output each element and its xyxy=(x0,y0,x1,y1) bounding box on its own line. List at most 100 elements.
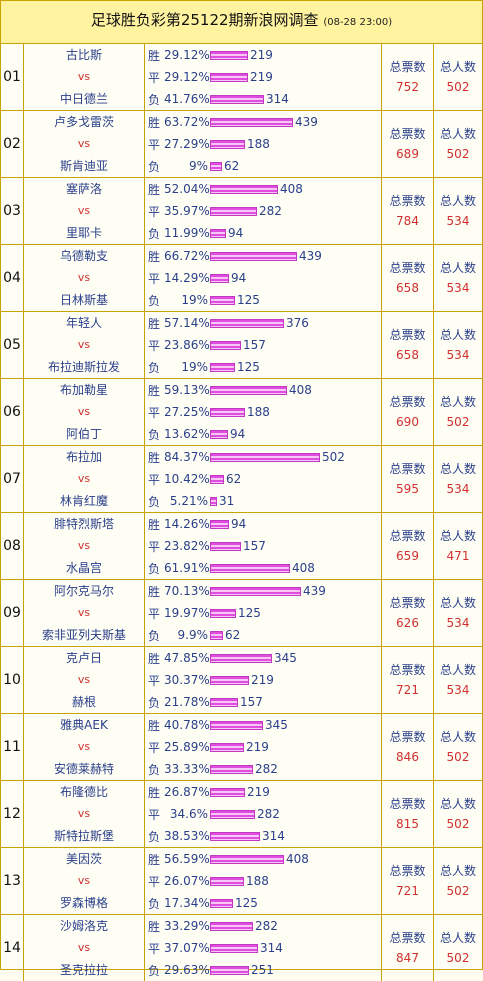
away-team[interactable]: 布拉迪斯拉发 xyxy=(47,360,120,374)
home-team[interactable]: 卢多戈雷茨 xyxy=(53,115,114,129)
win-percent: 14.26% xyxy=(164,517,210,531)
draw-percent: 27.25% xyxy=(164,405,210,419)
match-number: 13 xyxy=(1,848,24,914)
home-team[interactable]: 塞萨洛 xyxy=(65,182,102,196)
lose-percent: 33.33% xyxy=(164,762,210,776)
away-team[interactable]: 赫根 xyxy=(71,695,96,709)
lose-percent: 19% xyxy=(181,293,208,307)
draw-count: 62 xyxy=(226,472,242,486)
total-people-value: 534 xyxy=(446,348,470,362)
away-team[interactable]: 安德莱赫特 xyxy=(53,762,114,776)
match-row: 11 雅典AEK vs 安德莱赫特 胜 40.78% 345 平 25.89% … xyxy=(1,714,482,781)
survey-title: 足球胜负彩第25122期新浪网调查 xyxy=(90,11,319,29)
draw-label: 平 xyxy=(148,941,161,956)
draw-count: 219 xyxy=(246,740,269,754)
total-votes-label: 总票数 xyxy=(389,395,426,409)
away-team[interactable]: 林肯红魔 xyxy=(59,494,108,508)
draw-row: 平 29.12% 219 xyxy=(145,66,381,88)
away-team[interactable]: 里耶卡 xyxy=(65,226,102,240)
total-votes-value: 721 xyxy=(396,683,419,697)
total-people-label: 总人数 xyxy=(439,462,476,476)
total-people: 总人数 502 xyxy=(434,781,482,847)
away-team[interactable]: 日林斯基 xyxy=(59,293,108,307)
away-team[interactable]: 中日德兰 xyxy=(59,92,108,106)
lose-count: 282 xyxy=(255,762,278,776)
away-team[interactable]: 索非亚列夫斯基 xyxy=(41,628,126,642)
draw-label: 平 xyxy=(148,204,161,219)
match-row: 05 年轻人 vs 布拉迪斯拉发 胜 57.14% 376 平 23.86% 1… xyxy=(1,312,482,379)
total-votes: 总票数 658 xyxy=(382,312,434,378)
draw-count: 188 xyxy=(247,405,270,419)
home-team[interactable]: 腓特烈斯塔 xyxy=(53,517,114,531)
home-team[interactable]: 雅典AEK xyxy=(60,718,108,732)
draw-row: 平 10.42% 62 xyxy=(145,468,381,490)
home-team[interactable]: 乌德勒支 xyxy=(59,249,108,263)
draw-bar xyxy=(210,72,248,82)
lose-count: 94 xyxy=(228,226,244,240)
home-team[interactable]: 布拉加 xyxy=(65,450,102,464)
match-row: 07 布拉加 vs 林肯红魔 胜 84.37% 502 平 10.42% 62 … xyxy=(1,446,482,513)
lose-label: 负 xyxy=(148,896,161,911)
total-people-label: 总人数 xyxy=(439,127,476,141)
away-team[interactable]: 斯肯迪亚 xyxy=(59,159,108,173)
away-team[interactable]: 斯特拉斯堡 xyxy=(53,829,114,843)
lose-row: 负 17.34% 125 xyxy=(145,892,381,914)
draw-count: 125 xyxy=(238,606,261,620)
match-teams: 布加勒星 vs 阿伯丁 xyxy=(24,379,145,445)
home-team[interactable]: 年轻人 xyxy=(65,316,102,330)
total-votes-label: 总票数 xyxy=(389,127,426,141)
draw-label: 平 xyxy=(148,673,161,688)
match-list: 01 古比斯 vs 中日德兰 胜 29.12% 219 平 29.12% 219… xyxy=(1,44,482,981)
win-bar xyxy=(210,385,287,395)
total-people: 总人数 502 xyxy=(434,44,482,110)
vs-label: vs xyxy=(77,539,91,552)
match-row: 03 塞萨洛 vs 里耶卡 胜 52.04% 408 平 35.97% 282 … xyxy=(1,178,482,245)
total-votes-value: 846 xyxy=(396,750,419,764)
lose-bar xyxy=(210,228,226,238)
win-count: 439 xyxy=(299,249,322,263)
total-votes-label: 总票数 xyxy=(389,261,426,275)
lose-percent: 9% xyxy=(188,159,208,173)
lose-label: 负 xyxy=(148,226,161,241)
draw-bar xyxy=(210,742,244,752)
away-team[interactable]: 圣克拉拉 xyxy=(59,963,108,977)
away-team[interactable]: 阿伯丁 xyxy=(65,427,102,441)
home-team[interactable]: 古比斯 xyxy=(65,48,102,62)
win-row: 胜 29.12% 219 xyxy=(145,44,381,66)
draw-percent: 10.42% xyxy=(164,472,210,486)
draw-label: 平 xyxy=(148,807,161,822)
total-votes-value: 752 xyxy=(396,80,419,94)
home-team[interactable]: 布加勒星 xyxy=(59,383,108,397)
win-label: 胜 xyxy=(148,249,161,264)
away-team[interactable]: 水晶宫 xyxy=(65,561,102,575)
total-votes-label: 总票数 xyxy=(389,328,426,342)
win-label: 胜 xyxy=(148,785,161,800)
match-teams: 卢多戈雷茨 vs 斯肯迪亚 xyxy=(24,111,145,177)
draw-count: 94 xyxy=(231,271,247,285)
total-votes-value: 721 xyxy=(396,884,419,898)
away-team[interactable]: 罗森博格 xyxy=(59,896,108,910)
home-team[interactable]: 克卢日 xyxy=(65,651,102,665)
draw-percent: 37.07% xyxy=(164,941,210,955)
home-team[interactable]: 阿尔克马尔 xyxy=(53,584,114,598)
home-team[interactable]: 美因茨 xyxy=(65,852,102,866)
draw-percent: 29.12% xyxy=(164,70,210,84)
lose-label: 负 xyxy=(148,427,161,442)
draw-label: 平 xyxy=(148,405,161,420)
total-people-label: 总人数 xyxy=(439,931,476,945)
total-votes-label: 总票数 xyxy=(389,663,426,677)
win-percent: 33.29% xyxy=(164,919,210,933)
home-team[interactable]: 沙姆洛克 xyxy=(59,919,108,933)
draw-row: 平 19.97% 125 xyxy=(145,602,381,624)
total-people: 总人数 502 xyxy=(434,379,482,445)
match-teams: 雅典AEK vs 安德莱赫特 xyxy=(24,714,145,780)
total-votes: 总票数 721 xyxy=(382,848,434,914)
win-bar xyxy=(210,50,248,60)
lose-percent: 38.53% xyxy=(164,829,210,843)
draw-bar xyxy=(210,541,241,551)
total-people-label: 总人数 xyxy=(439,194,476,208)
match-teams: 阿尔克马尔 vs 索非亚列夫斯基 xyxy=(24,580,145,646)
total-people-label: 总人数 xyxy=(439,60,476,74)
home-team[interactable]: 布隆德比 xyxy=(59,785,108,799)
lose-count: 62 xyxy=(225,628,241,642)
